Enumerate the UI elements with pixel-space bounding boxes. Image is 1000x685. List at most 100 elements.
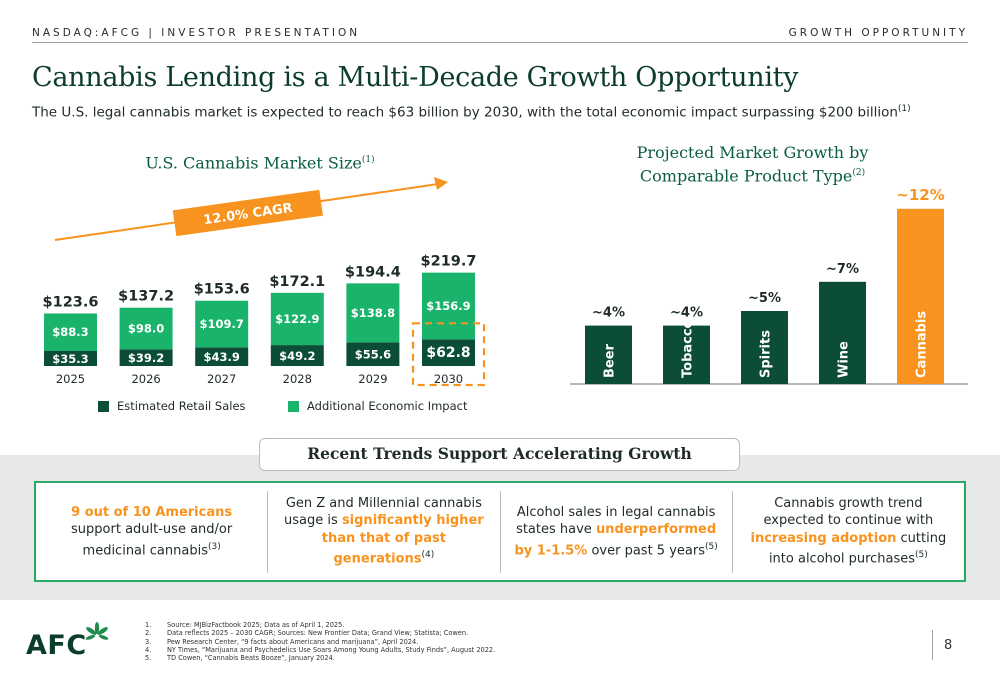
trend-4-text: Cannabis growth trend expected to contin… bbox=[763, 495, 934, 529]
bar-wine bbox=[819, 281, 866, 384]
chart2-title-note: (2) bbox=[852, 168, 866, 178]
label-impact-2027: $109.7 bbox=[200, 317, 244, 331]
product-growth-chart: ~4%Beer~4%Tobacco~5%Spirits~7%Wine~12%Ca… bbox=[570, 186, 968, 385]
bar-cannabis bbox=[897, 208, 944, 384]
label-impact-2029: $138.8 bbox=[351, 306, 395, 320]
bar-beer bbox=[585, 325, 632, 384]
trends-title: Recent Trends Support Accelerating Growt… bbox=[259, 438, 740, 471]
label-total-2025: $123.6 bbox=[43, 294, 99, 310]
leaf-icon bbox=[85, 622, 109, 640]
legend-impact: Additional Economic Impact bbox=[288, 399, 467, 413]
header-left: NASDAQ:AFCG | INVESTOR PRESENTATION bbox=[32, 27, 361, 39]
chart2-title-line-2: Comparable Product Type(2) bbox=[560, 163, 945, 186]
legend-impact-swatch bbox=[288, 400, 299, 412]
label-retail-2030: $62.8 bbox=[426, 345, 470, 361]
bar-retail-2028 bbox=[270, 345, 324, 366]
footnote-4: 4. NY Times, “Marijuana and Psychedelics … bbox=[145, 646, 495, 654]
chart1-title-note: (1) bbox=[361, 155, 375, 165]
category-label-tobacco: Tobacco bbox=[681, 319, 696, 378]
label-impact-2028: $122.9 bbox=[275, 312, 319, 326]
label-retail-2029: $55.6 bbox=[355, 348, 391, 362]
value-label-cannabis: ~12% bbox=[896, 186, 944, 204]
trend-3-text: Alcohol sales in legal cannabis states h… bbox=[516, 504, 716, 538]
logo-text: AFC bbox=[26, 630, 87, 661]
legend-retail-swatch bbox=[98, 400, 109, 412]
page-title: Cannabis Lending is a Multi-Decade Growt… bbox=[32, 62, 799, 93]
chart2-title-line-2-text: Comparable Product Type bbox=[639, 166, 853, 186]
label-total-2029: $194.4 bbox=[345, 264, 401, 280]
tick-label-2027: 2027 bbox=[207, 372, 236, 386]
footnote-2: 2. Data reflects 2025 – 2030 CAGR; Source… bbox=[145, 629, 495, 637]
subtitle-text: The U.S. legal cannabis market is expect… bbox=[32, 104, 898, 121]
bar-retail-2026 bbox=[119, 349, 173, 366]
highlight-box-2030 bbox=[411, 322, 486, 387]
bar-impact-2028 bbox=[270, 292, 324, 346]
market-size-chart-title: U.S. Cannabis Market Size(1) bbox=[40, 150, 480, 173]
trend-item-adoption: Cannabis growth trend expected to contin… bbox=[731, 490, 964, 573]
trend-3-highlight: underperformed by 1-1.5% bbox=[514, 522, 717, 558]
product-growth-chart-title: Projected Market Growth by Comparable Pr… bbox=[560, 142, 945, 186]
legend-impact-label: Additional Economic Impact bbox=[307, 399, 468, 413]
footnote-5: 5. TD Cowen, “Cannabis Beats Booze”, Janu… bbox=[145, 654, 495, 662]
label-retail-2025: $35.3 bbox=[52, 352, 88, 366]
footnote-5-num: 5. bbox=[145, 654, 152, 663]
cagr-badge: 12.0% CAGR bbox=[172, 189, 323, 237]
category-label-beer: Beer bbox=[603, 343, 618, 378]
value-label-beer: ~4% bbox=[592, 306, 625, 321]
page-number: 8 bbox=[944, 638, 953, 653]
bar-impact-2030 bbox=[422, 272, 475, 340]
legend-retail-label: Estimated Retail Sales bbox=[117, 399, 246, 413]
trend-1-note: (3) bbox=[207, 541, 221, 552]
trends-panel: 9 out of 10 Americans support adult-use a… bbox=[34, 481, 966, 582]
header-divider bbox=[32, 42, 968, 43]
trend-3-post: over past 5 years bbox=[591, 542, 705, 558]
trend-4-highlight: increasing adoption bbox=[750, 530, 897, 546]
trend-item-support: 9 out of 10 Americans support adult-use a… bbox=[36, 491, 267, 573]
chart2-title-line-1: Projected Market Growth by bbox=[636, 143, 869, 162]
footnote-3: 3. Pew Research Center, “9 facts about Am… bbox=[145, 638, 495, 646]
trend-4-note: (5) bbox=[915, 550, 928, 561]
tick-label-2029: 2029 bbox=[358, 372, 387, 386]
label-total-2026: $137.2 bbox=[118, 289, 174, 305]
trend-item-alcohol: Alcohol sales in legal cannabis states h… bbox=[499, 490, 732, 573]
label-impact-2025: $88.3 bbox=[52, 325, 88, 339]
footnote-3-text: Pew Research Center, “9 facts about Amer… bbox=[167, 637, 419, 646]
footnote-1-text: Source: MJBizFactbook 2025; Data as of A… bbox=[167, 621, 345, 629]
trend-2-note: (4) bbox=[421, 550, 435, 561]
footnote-3-num: 3. bbox=[145, 637, 152, 646]
bar-spirits bbox=[741, 311, 788, 384]
afc-logo: AFC bbox=[26, 622, 109, 661]
bar-impact-2029 bbox=[346, 283, 400, 343]
tick-label-2030: 2030 bbox=[434, 372, 463, 386]
bar-retail-2030 bbox=[422, 339, 475, 366]
footnote-2-text: Data reflects 2025 – 2030 CAGR; Sources:… bbox=[167, 629, 469, 638]
cagr-badge-bg bbox=[172, 189, 323, 237]
chart1-title-text: U.S. Cannabis Market Size bbox=[145, 153, 362, 173]
label-total-2028: $172.1 bbox=[269, 274, 325, 290]
value-label-wine: ~7% bbox=[826, 262, 859, 277]
category-label-cannabis: Cannabis bbox=[915, 311, 930, 378]
label-total-2030: $219.7 bbox=[421, 254, 477, 270]
category-label-wine: Wine bbox=[837, 341, 852, 378]
trend-1-highlight: 9 out of 10 Americans bbox=[71, 504, 233, 520]
bar-impact-2026 bbox=[119, 307, 173, 350]
subtitle-note: (1) bbox=[897, 104, 911, 114]
tick-label-2028: 2028 bbox=[283, 372, 312, 386]
footnote-1: 1. Source: MJBizFactbook 2025; Data as of… bbox=[145, 621, 495, 629]
bar-impact-2027 bbox=[195, 300, 249, 348]
trend-3-note: (5) bbox=[704, 541, 718, 552]
trend-1-text: support adult-use and/or medicinal canna… bbox=[71, 522, 233, 558]
bar-retail-2025 bbox=[44, 350, 97, 366]
label-retail-2027: $43.9 bbox=[204, 350, 240, 364]
trend-4-post: cutting into alcohol purchases bbox=[768, 530, 947, 567]
tick-label-2026: 2026 bbox=[131, 372, 160, 386]
bar-retail-2027 bbox=[195, 347, 249, 366]
label-impact-2026: $98.0 bbox=[128, 322, 164, 336]
footnote-2-num: 2. bbox=[145, 629, 152, 638]
value-label-spirits: ~5% bbox=[748, 291, 781, 306]
label-impact-2030: $156.9 bbox=[426, 299, 470, 313]
tick-label-2025: 2025 bbox=[56, 372, 85, 386]
footnote-4-text: NY Times, “Marijuana and Psychedelics Us… bbox=[167, 645, 496, 654]
header-right: GROWTH OPPORTUNITY bbox=[788, 27, 968, 39]
bar-impact-2025 bbox=[44, 313, 97, 351]
